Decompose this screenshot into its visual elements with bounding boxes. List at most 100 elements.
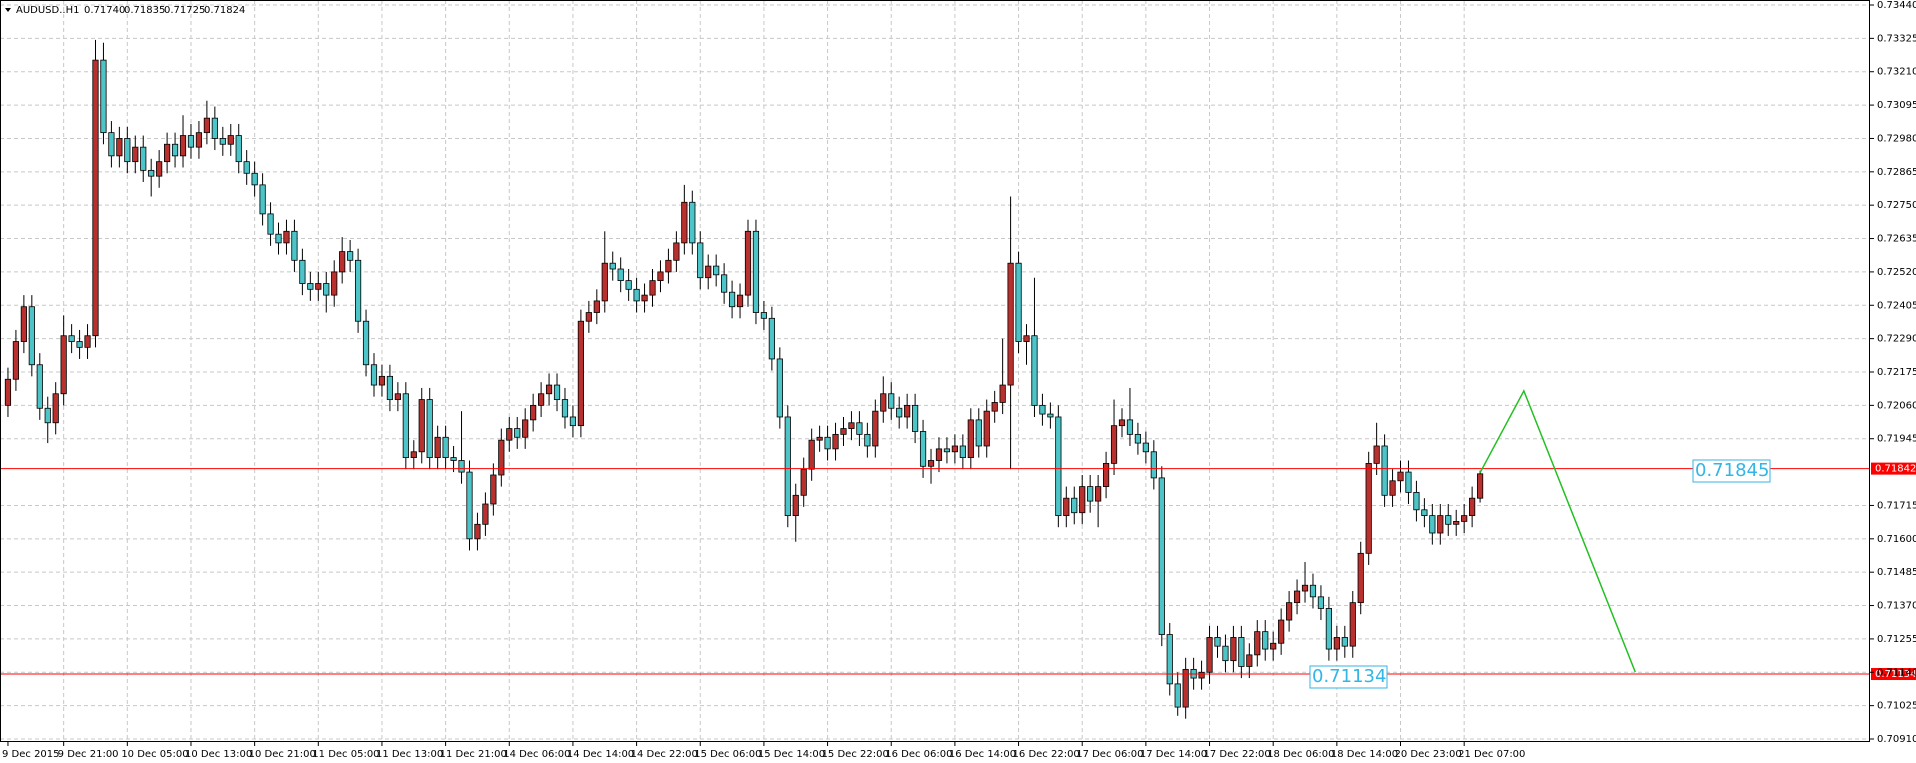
- candle-body: [1262, 631, 1269, 650]
- candle-body: [760, 312, 768, 319]
- candle-body: [601, 262, 608, 302]
- candle-body: [1421, 509, 1428, 517]
- candle-body: [983, 410, 990, 447]
- candle-body: [1150, 451, 1157, 479]
- candle-body: [522, 419, 529, 438]
- overlay: 0.71842 0.71134 0.71845 0.71134: [0, 389, 1916, 689]
- candle-body: [171, 143, 179, 157]
- x-tick-label: 18 Dec 14:00: [1331, 749, 1398, 760]
- candle-body: [553, 384, 561, 400]
- candle-body: [299, 259, 306, 284]
- candle-body: [394, 393, 401, 400]
- candle-body: [912, 404, 919, 432]
- candle-body: [84, 335, 91, 348]
- candle-body: [728, 291, 736, 308]
- x-tick-label: 17 Dec 14:00: [1140, 749, 1207, 760]
- candle-body: [1118, 419, 1126, 427]
- candle-body: [872, 410, 879, 447]
- candle-body: [506, 428, 513, 441]
- candle-body: [1174, 683, 1181, 708]
- candle-body: [36, 364, 43, 409]
- candle-body: [1476, 473, 1484, 499]
- candle-body: [164, 143, 171, 163]
- candle-body: [140, 146, 147, 171]
- x-tick-label: 17 Dec 06:00: [1076, 749, 1143, 760]
- x-tick-label: 11 Dec 05:00: [312, 749, 379, 760]
- candle-body: [179, 135, 187, 157]
- candle-body: [999, 384, 1006, 403]
- price-tag: 0.71842: [1875, 464, 1916, 475]
- candle-body: [1405, 471, 1412, 493]
- candle-body: [458, 460, 465, 473]
- candle-body: [943, 448, 951, 453]
- candle-body: [1055, 416, 1062, 517]
- candle-body: [243, 161, 250, 174]
- y-tick-label: 0.71600: [1877, 534, 1916, 545]
- candle-body: [378, 375, 386, 386]
- candle-body: [935, 448, 943, 461]
- candle-body: [386, 375, 394, 400]
- price-tag-bg: [1871, 462, 1916, 475]
- candle-body: [28, 306, 35, 366]
- candle-body: [410, 451, 417, 458]
- candle-body: [1158, 477, 1165, 635]
- x-tick-label: 14 Dec 14:00: [567, 749, 634, 760]
- candle-body: [1142, 442, 1149, 453]
- candle-body: [1230, 637, 1237, 662]
- candles: [4, 39, 1484, 719]
- candle-body: [12, 341, 20, 380]
- candle-body: [60, 335, 67, 395]
- candle-body: [1413, 491, 1420, 511]
- candle-body: [991, 402, 998, 412]
- grid: [0, 0, 1870, 741]
- symbol: AUDUSD..H1: [16, 5, 79, 16]
- candle-body: [538, 393, 545, 406]
- candle-body: [1102, 462, 1110, 487]
- candle-body: [689, 201, 696, 244]
- candle-body: [1278, 619, 1285, 644]
- x-tick-label: 16 Dec 14:00: [949, 749, 1016, 760]
- candle-body: [1373, 445, 1380, 464]
- candle-body: [633, 288, 640, 302]
- candle-body: [418, 399, 425, 453]
- candle-body: [697, 242, 704, 279]
- candle-body: [1333, 637, 1340, 650]
- candle-body: [641, 294, 648, 302]
- plot-frame: [0, 0, 1870, 742]
- candle-body: [736, 294, 744, 308]
- candle-body: [466, 471, 473, 540]
- candle-body: [824, 436, 831, 450]
- candle-body: [474, 523, 481, 540]
- candle-body: [315, 283, 322, 290]
- y-tick-label: 0.72980: [1877, 133, 1916, 144]
- candle-body: [840, 428, 847, 435]
- x-tick-label: 10 Dec 13:00: [185, 749, 252, 760]
- candle-body: [1254, 631, 1261, 656]
- candle-body: [1389, 480, 1396, 496]
- candle-body: [1397, 471, 1404, 482]
- y-tick-label: 0.72290: [1877, 334, 1916, 345]
- x-tick-label: 10 Dec 21:00: [249, 749, 316, 760]
- x-tick-label: 11 Dec 21:00: [440, 749, 507, 760]
- candle-body: [514, 428, 521, 438]
- menu-triangle: [5, 8, 11, 12]
- y-tick-label: 0.73210: [1877, 67, 1916, 78]
- candle-body: [1286, 602, 1293, 621]
- candle-body: [235, 135, 242, 163]
- x-tick-label: 18 Dec 06:00: [1267, 749, 1334, 760]
- candle-body: [442, 436, 449, 458]
- y-tick-label: 0.72405: [1877, 300, 1916, 311]
- candle-body: [370, 364, 378, 386]
- candle-body: [904, 404, 911, 418]
- candle-body: [919, 431, 927, 467]
- candle-body: [609, 262, 616, 270]
- y-tick-label: 0.73325: [1877, 33, 1916, 44]
- candle-body: [800, 468, 807, 496]
- candle-body: [100, 59, 107, 134]
- candle-body: [1453, 521, 1460, 525]
- candle-body: [450, 457, 457, 461]
- y-tick-label: 0.72060: [1877, 400, 1916, 411]
- candle-body: [713, 265, 720, 276]
- candle-body: [187, 135, 195, 148]
